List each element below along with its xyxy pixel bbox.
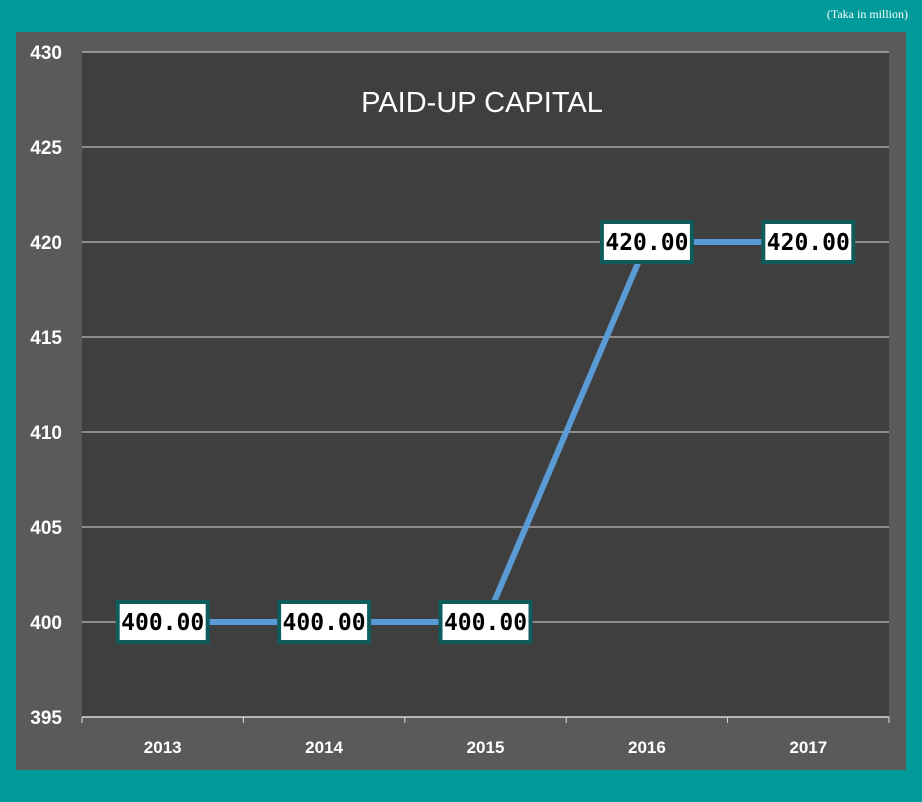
- y-tick-label: 430: [30, 43, 62, 64]
- chart-title: PAID-UP CAPITAL: [361, 87, 603, 119]
- x-axis: 2013 2014 2015 2016 2017: [81, 716, 890, 757]
- y-tick-label: 395: [30, 708, 62, 729]
- data-label-box: [115, 600, 210, 644]
- data-label-box: [277, 600, 372, 644]
- x-tick-label: 2017: [789, 738, 827, 757]
- data-label-value: 420.00: [767, 230, 850, 256]
- y-tick-label: 400: [30, 613, 62, 634]
- data-label-box: [438, 600, 533, 644]
- y-axis: 395 400 405 410 415 420 425 430: [30, 43, 62, 729]
- data-label: 400.00: [115, 600, 210, 644]
- y-tick-label: 410: [30, 423, 62, 444]
- data-label-box: [761, 220, 856, 264]
- y-tick-label: 405: [30, 518, 62, 539]
- data-label-value: 400.00: [444, 610, 527, 636]
- data-labels: 400.00 400.00 400.00 420.00 420.00: [115, 220, 856, 644]
- x-tick-label: 2015: [467, 738, 505, 757]
- y-tick-label: 425: [30, 138, 62, 159]
- data-label-value: 400.00: [283, 610, 366, 636]
- data-label: 400.00: [277, 600, 372, 644]
- data-label: 420.00: [761, 220, 856, 264]
- x-tick-label: 2016: [628, 738, 666, 757]
- data-label-box: [599, 220, 694, 264]
- y-tick-label: 420: [30, 233, 62, 254]
- chart-frame: 395 400 405 410 415 420 425 430 2013 2014 2015 201…: [16, 32, 906, 770]
- unit-note: (Taka in million): [826, 7, 908, 21]
- data-label-value: 420.00: [605, 230, 688, 256]
- x-tick-label: 2014: [305, 738, 343, 757]
- data-label: 420.00: [599, 220, 694, 264]
- data-label: 400.00: [438, 600, 533, 644]
- data-label-value: 400.00: [121, 610, 204, 636]
- x-tick-label: 2013: [144, 738, 182, 757]
- y-tick-label: 415: [30, 328, 62, 349]
